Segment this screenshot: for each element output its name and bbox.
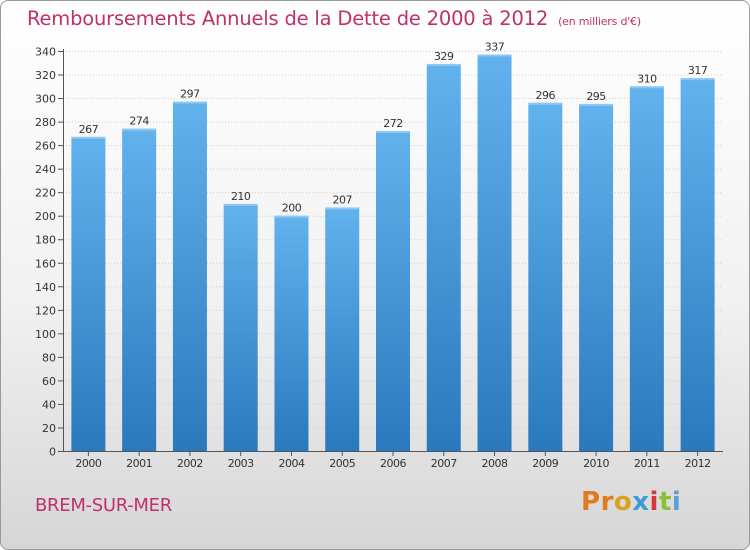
y-tick-label: 80 — [42, 351, 56, 364]
bar — [172, 101, 207, 452]
bar — [629, 86, 664, 451]
x-tick-label: 2004 — [278, 457, 304, 470]
bar — [122, 128, 157, 451]
bar-highlight — [528, 102, 563, 105]
y-tick-label: 300 — [35, 93, 56, 106]
y-tick-label: 320 — [35, 69, 56, 82]
bar-value-label: 295 — [586, 90, 606, 103]
bar-highlight — [325, 207, 360, 210]
y-tick-label: 0 — [49, 446, 56, 459]
bar-highlight — [680, 78, 715, 81]
x-tick-label: 2000 — [75, 457, 101, 470]
bar-highlight — [71, 136, 106, 139]
logo-letter: t — [658, 487, 672, 517]
bar-value-label: 210 — [231, 190, 251, 203]
chart-unit-note: (en milliers d'€) — [558, 15, 641, 28]
bar — [223, 203, 258, 451]
logo-letter: r — [600, 487, 614, 517]
logo-letter: P — [581, 487, 601, 517]
x-tick-label: 2003 — [228, 457, 254, 470]
bar — [376, 131, 410, 451]
bar-value-label: 296 — [536, 89, 556, 102]
bar — [274, 215, 309, 451]
bar-highlight — [579, 103, 614, 106]
x-tick-label: 2009 — [532, 457, 558, 470]
data-labels: 267 274 297 210 200 207 272 329 337 296 295 310 317 — [79, 41, 709, 215]
x-tick-label: 2012 — [685, 457, 711, 470]
bar — [528, 102, 563, 451]
bar — [579, 103, 614, 452]
axes: 0 20 40 60 80 100 120 140 160 180 200 220 240 260 280 3… — [35, 46, 723, 470]
y-tick-label: 140 — [35, 281, 56, 294]
chart-title: Remboursements Annuels de la Dette de 20… — [27, 7, 641, 30]
logo-letter: x — [632, 487, 650, 517]
y-tick-label: 280 — [35, 116, 56, 129]
bar-value-label: 297 — [180, 88, 200, 101]
bar-value-label: 337 — [485, 41, 505, 54]
x-tick-label: 2006 — [380, 457, 406, 470]
x-tick-label: 2001 — [126, 457, 152, 470]
y-tick-label: 100 — [35, 328, 56, 341]
y-tick-label: 260 — [35, 140, 56, 153]
x-tick-label: 2005 — [329, 457, 355, 470]
x-tick-label: 2007 — [431, 457, 457, 470]
logo-letter: i — [649, 487, 659, 517]
x-tick-label: 2008 — [482, 457, 508, 470]
chart-title-text: Remboursements Annuels de la Dette de 20… — [27, 7, 549, 30]
bar-value-label: 274 — [129, 115, 149, 128]
bar-highlight — [477, 54, 512, 57]
bar-value-label: 207 — [332, 193, 352, 206]
y-tick-label: 40 — [42, 398, 56, 411]
bar — [477, 54, 512, 451]
bar — [71, 136, 106, 451]
y-tick-label: 220 — [35, 187, 56, 200]
bars — [71, 54, 715, 452]
x-tick-label: 2010 — [583, 457, 609, 470]
y-tick-label: 160 — [35, 257, 56, 270]
y-tick-label: 60 — [42, 375, 56, 388]
bar-value-label: 310 — [637, 72, 657, 85]
y-tick-label: 240 — [35, 163, 56, 176]
logo-letter: i — [671, 487, 682, 517]
bar-value-label: 267 — [79, 123, 99, 136]
city-name: BREM-SUR-MER — [35, 495, 172, 516]
bar-highlight — [629, 86, 664, 89]
bar-value-label: 317 — [688, 64, 708, 77]
bar-value-label: 329 — [434, 50, 454, 63]
bar-value-label: 272 — [383, 117, 403, 130]
bar — [325, 207, 360, 451]
bar-highlight — [426, 63, 461, 66]
bar-highlight — [223, 203, 258, 206]
x-tick-label: 2002 — [177, 457, 203, 470]
y-tick-label: 20 — [42, 422, 56, 435]
y-tick-label: 200 — [35, 210, 56, 223]
y-tick-label: 120 — [35, 304, 56, 317]
y-tick-label: 180 — [35, 234, 56, 247]
proxiti-logo[interactable]: Proxiti — [581, 487, 681, 517]
logo-letter: o — [613, 487, 633, 517]
bar-highlight — [122, 128, 157, 131]
bar-highlight — [274, 215, 309, 218]
bar — [426, 63, 461, 452]
bar-highlight — [376, 131, 410, 133]
bar — [680, 78, 715, 451]
bar-highlight — [172, 101, 207, 104]
bar-value-label: 200 — [282, 202, 302, 215]
y-tick-label: 340 — [35, 46, 56, 59]
x-tick-label: 2011 — [634, 457, 660, 470]
